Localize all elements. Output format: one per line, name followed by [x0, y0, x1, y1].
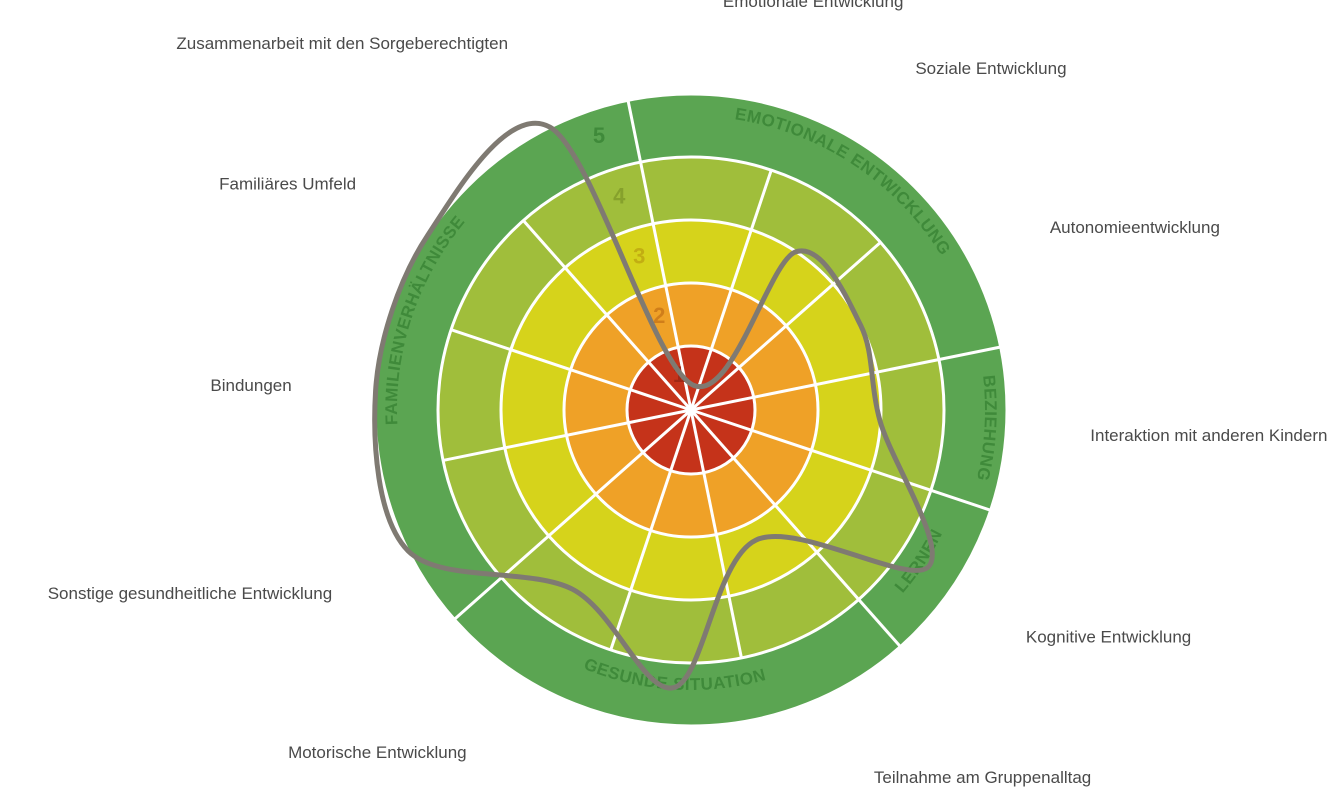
axis-label: Soziale Entwicklung [915, 59, 1066, 78]
sector-divider [690, 345, 1001, 412]
data-series [372, 120, 935, 691]
sector-divider [626, 100, 693, 411]
axis-label: Bindungen [210, 376, 291, 395]
axis-label: Zusammenarbeit mit den Sorgeberechtigten [176, 34, 508, 53]
ring-number-4: 4 [613, 184, 626, 209]
sector-divider [690, 408, 992, 512]
sector-divider [689, 409, 902, 648]
sector-divider [609, 409, 693, 651]
sector-divider [522, 219, 693, 411]
ring-number-5: 5 [593, 123, 605, 148]
axis-label: Teilnahme am Gruppenalltag [874, 768, 1091, 787]
axis-label: Emotionale Entwicklung [723, 0, 903, 11]
axis-label: Interaktion mit anderen Kindern [1090, 426, 1327, 445]
axis-label: Sonstige gesundheitliche Entwicklung [48, 584, 332, 603]
sector-divider [689, 409, 743, 659]
axis-label: Familiäres Umfeld [219, 175, 356, 194]
sector-divider [442, 408, 692, 462]
ring-number-3: 3 [633, 243, 645, 268]
ring-number-2: 2 [653, 303, 665, 328]
sector-divider [453, 408, 692, 621]
axis-label: Motorische Entwicklung [288, 743, 467, 762]
sector-dividers [442, 100, 1001, 659]
sector-divider [450, 328, 692, 412]
sector-divider [689, 169, 773, 411]
axis-label: Autonomieentwicklung [1050, 218, 1220, 237]
axis-label: Kognitive Entwicklung [1026, 627, 1191, 646]
axis-labels: Emotionale Entwicklung Soziale Entwicklun… [48, 0, 1328, 787]
sector-divider [690, 241, 882, 412]
series-line [372, 120, 935, 691]
